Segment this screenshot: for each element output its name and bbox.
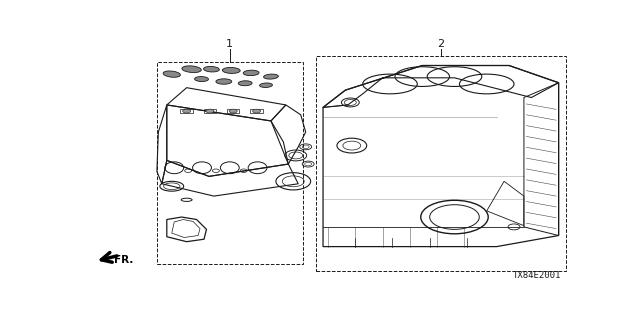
Ellipse shape [238,81,252,86]
Bar [180,109,193,113]
Bar [204,109,216,113]
Text: 2: 2 [437,39,444,50]
Bar [316,56,566,271]
Ellipse shape [216,79,232,84]
Circle shape [229,109,237,113]
Text: FR.: FR. [114,255,133,265]
Bar [227,109,239,113]
Ellipse shape [182,66,202,73]
Text: 1: 1 [227,39,234,50]
Ellipse shape [243,70,259,76]
Ellipse shape [195,76,209,82]
Ellipse shape [264,74,278,79]
Ellipse shape [163,71,180,77]
Bar [250,109,263,113]
Bar [157,62,303,264]
Ellipse shape [260,83,273,87]
Ellipse shape [204,67,220,72]
Text: TX84E2001: TX84E2001 [513,271,561,280]
Circle shape [182,109,191,113]
Circle shape [206,109,214,113]
Circle shape [253,109,260,113]
Ellipse shape [222,68,240,73]
